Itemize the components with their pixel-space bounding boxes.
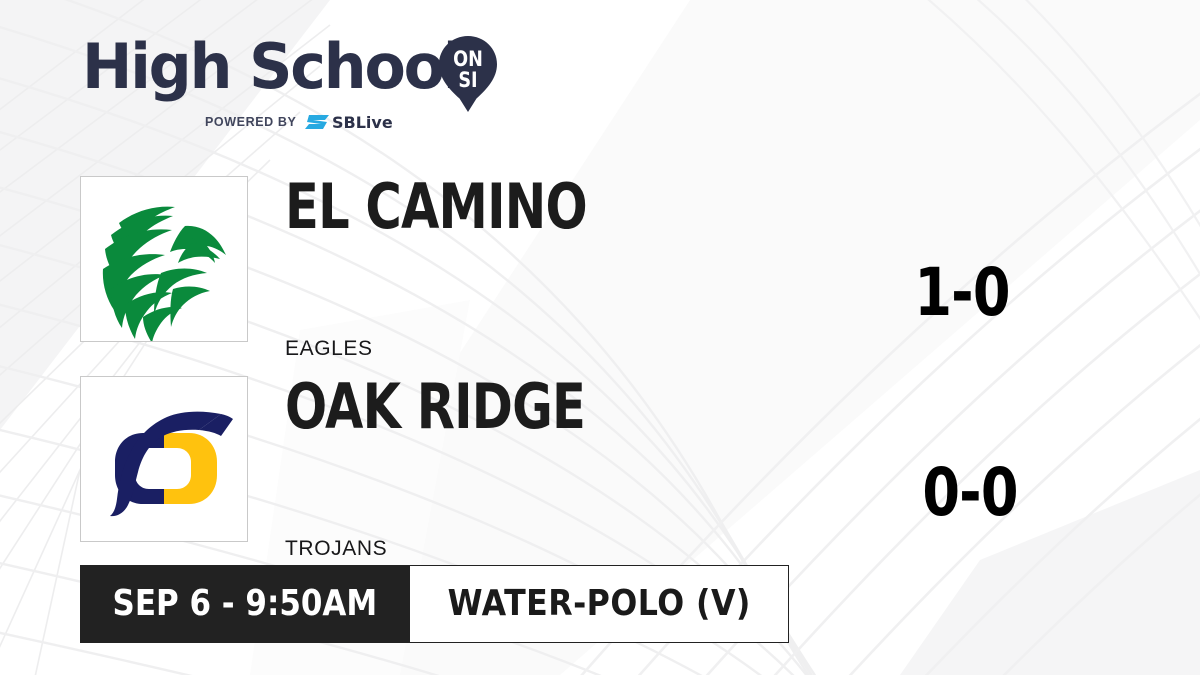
game-datetime-chip: SEP 6 - 9:50AM (80, 565, 410, 643)
team-record-2: 0-0 (922, 454, 1018, 531)
team-logo-box-2 (80, 376, 248, 542)
game-sport-text: WATER-POLO (V) (447, 583, 751, 624)
brand-logo: High School ON SI POWERED BY SBLive (82, 36, 502, 136)
team-mascot-2: TROJANS (285, 537, 388, 560)
game-info-bar: SEP 6 - 9:50AM WATER-POLO (V) (80, 565, 789, 643)
powered-by-label: POWERED BY (205, 115, 297, 129)
pin-text-si: SI (458, 68, 477, 93)
sblive-text: SBLive (332, 113, 393, 132)
trojan-o-logo-icon (110, 411, 233, 517)
team-name-1: EL CAMINO (285, 170, 588, 243)
sblive-logo: SBLive (305, 113, 393, 132)
onsi-pin-icon: ON SI (439, 36, 497, 112)
eagle-head-logo-icon (102, 206, 226, 341)
team-logo-box-1 (80, 176, 248, 342)
team-name-2: OAK RIDGE (285, 370, 586, 443)
team-mascot-1: EAGLES (285, 337, 373, 360)
brand-wordmark: High School (82, 30, 463, 103)
pin-text-on: ON (453, 47, 483, 72)
game-sport-chip: WATER-POLO (V) (410, 565, 789, 643)
game-datetime-text: SEP 6 - 9:50AM (112, 583, 378, 624)
team-record-1: 1-0 (914, 254, 1010, 331)
powered-by-row: POWERED BY SBLive (205, 112, 423, 132)
